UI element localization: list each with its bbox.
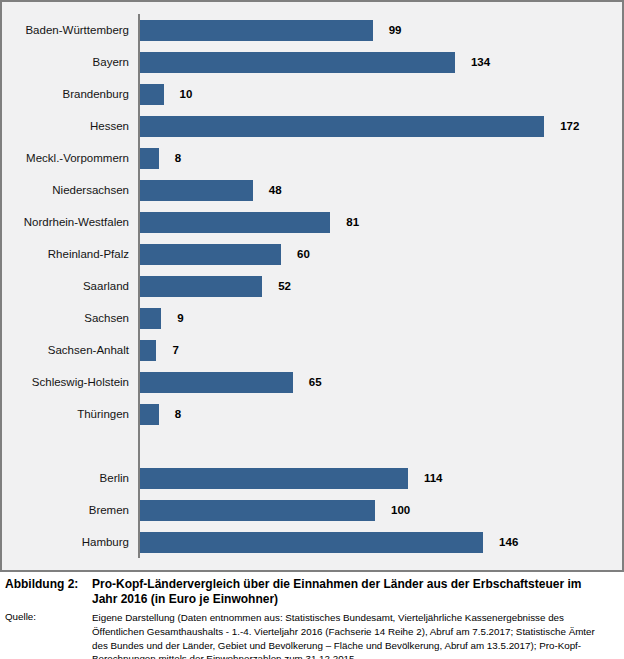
bar-track: 81 <box>138 206 622 238</box>
bar-track: 8 <box>138 142 622 174</box>
value-label: 8 <box>175 408 181 420</box>
value-label: 65 <box>309 376 322 388</box>
plot-area: Baden-Württemberg 99 Bayern 134 Brandenburg 1… <box>2 14 622 558</box>
chart-row: Nordrhein-Westfalen 81 <box>2 206 622 238</box>
bar-track: 65 <box>138 366 622 398</box>
category-label: Saarland <box>2 280 138 292</box>
bar-track: 99 <box>138 14 622 46</box>
category-label: Thüringen <box>2 408 138 420</box>
bar <box>140 148 159 169</box>
chart-row: Hamburg 146 <box>2 526 622 558</box>
bar-track: 172 <box>138 110 622 142</box>
category-label: Baden-Württemberg <box>2 24 138 36</box>
caption-block: Abbildung 2: Pro-Kopf-Ländervergleich üb… <box>0 572 624 659</box>
bar-track: 146 <box>138 526 622 558</box>
chart-row: Hessen 172 <box>2 110 622 142</box>
chart-row: Sachsen 9 <box>2 302 622 334</box>
value-label: 114 <box>424 472 443 484</box>
bar-track: 134 <box>138 46 622 78</box>
chart-row: Brandenburg 10 <box>2 78 622 110</box>
value-label: 48 <box>269 184 282 196</box>
bar <box>140 340 156 361</box>
bar <box>140 116 544 137</box>
bar <box>140 468 408 489</box>
bar-track: 100 <box>138 494 622 526</box>
bar-chart: Baden-Württemberg 99 Bayern 134 Brandenburg 1… <box>0 0 624 572</box>
bar <box>140 84 164 105</box>
chart-row: Baden-Württemberg 99 <box>2 14 622 46</box>
value-label: 10 <box>180 88 193 100</box>
bar-track: 8 <box>138 398 622 430</box>
value-label: 99 <box>389 24 402 36</box>
bar <box>140 372 293 393</box>
figure-source-text: Eigene Darstellung (Daten entnommen aus:… <box>92 611 600 659</box>
category-label: Bremen <box>2 504 138 516</box>
value-label: 146 <box>499 536 518 548</box>
category-label: Schleswig-Holstein <box>2 376 138 388</box>
bar-track <box>138 430 622 462</box>
category-label: Meckl.-Vorpommern <box>2 152 138 164</box>
bar <box>140 500 375 521</box>
category-label: Rheinland-Pfalz <box>2 248 138 260</box>
category-label: Berlin <box>2 472 138 484</box>
bar <box>140 20 373 41</box>
value-label: 100 <box>391 504 410 516</box>
chart-row: Saarland 52 <box>2 270 622 302</box>
value-label: 81 <box>346 216 359 228</box>
value-label: 60 <box>297 248 310 260</box>
figure-caption: Abbildung 2: Pro-Kopf-Ländervergleich üb… <box>5 577 619 606</box>
figure-source-label: Quelle: <box>5 611 92 622</box>
bar-track: 10 <box>138 78 622 110</box>
bar <box>140 276 262 297</box>
bar <box>140 244 281 265</box>
bar <box>140 212 330 233</box>
chart-row: Niedersachsen 48 <box>2 174 622 206</box>
category-label: Sachsen-Anhalt <box>2 344 138 356</box>
chart-row: Bayern 134 <box>2 46 622 78</box>
bar-track: 114 <box>138 462 622 494</box>
category-label: Nordrhein-Westfalen <box>2 216 138 228</box>
chart-row: Rheinland-Pfalz 60 <box>2 238 622 270</box>
category-label: Brandenburg <box>2 88 138 100</box>
bar-track: 9 <box>138 302 622 334</box>
figure-page: Baden-Württemberg 99 Bayern 134 Brandenburg 1… <box>0 0 624 659</box>
chart-row: Meckl.-Vorpommern 8 <box>2 142 622 174</box>
category-label: Hamburg <box>2 536 138 548</box>
category-label: Sachsen <box>2 312 138 324</box>
bar-track: 60 <box>138 238 622 270</box>
value-label: 52 <box>278 280 291 292</box>
bar <box>140 308 161 329</box>
value-label: 134 <box>471 56 490 68</box>
bar <box>140 532 483 553</box>
chart-row: Bremen 100 <box>2 494 622 526</box>
bar-track: 7 <box>138 334 622 366</box>
chart-row <box>2 430 622 462</box>
figure-caption-label: Abbildung 2: <box>5 577 92 591</box>
value-label: 8 <box>175 152 181 164</box>
figure-caption-title: Pro-Kopf-Ländervergleich über die Einnah… <box>92 577 597 606</box>
chart-row: Berlin 114 <box>2 462 622 494</box>
figure-source: Quelle: Eigene Darstellung (Daten entnom… <box>5 611 619 659</box>
category-label: Niedersachsen <box>2 184 138 196</box>
category-label: Bayern <box>2 56 138 68</box>
bar <box>140 180 253 201</box>
value-label: 9 <box>177 312 183 324</box>
value-label: 172 <box>560 120 579 132</box>
chart-row: Schleswig-Holstein 65 <box>2 366 622 398</box>
chart-row: Sachsen-Anhalt 7 <box>2 334 622 366</box>
chart-row: Thüringen 8 <box>2 398 622 430</box>
bar-track: 52 <box>138 270 622 302</box>
bar <box>140 404 159 425</box>
bar-track: 48 <box>138 174 622 206</box>
bar <box>140 52 455 73</box>
category-label: Hessen <box>2 120 138 132</box>
value-label: 7 <box>172 344 178 356</box>
